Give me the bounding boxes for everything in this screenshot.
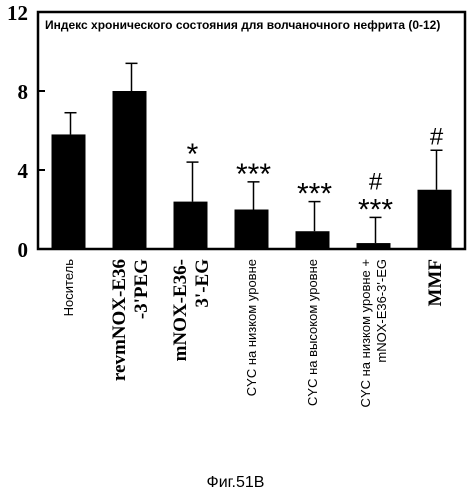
y-tick-label: 8 bbox=[18, 80, 29, 104]
bar bbox=[173, 201, 208, 249]
category-label: mNOX-E36- 3'-EG bbox=[170, 259, 213, 362]
figure-caption: Фиг.51В bbox=[206, 474, 265, 491]
category-label-line: -3'PEG bbox=[131, 259, 152, 319]
significance-annotation: *** bbox=[358, 193, 393, 226]
category-label-line: revmNOX-E36 bbox=[109, 259, 130, 381]
hash-annotation: # bbox=[369, 168, 383, 195]
significance-annotation: * bbox=[187, 138, 199, 171]
category-label-line: CYC на низком уровне bbox=[244, 259, 259, 396]
category-label-line: CYC на высоком уровне bbox=[305, 259, 320, 406]
y-tick-label: 0 bbox=[18, 238, 29, 262]
category-label-line: mNOX-E36-3'-EG bbox=[374, 259, 389, 363]
chart-title: Индекс хронического состояния для волчан… bbox=[45, 18, 440, 32]
bar bbox=[417, 189, 452, 249]
category-label-line: Носитель bbox=[61, 259, 76, 317]
category-label-line: MMF bbox=[425, 259, 446, 306]
y-tick-label: 4 bbox=[18, 159, 29, 183]
bar bbox=[356, 243, 391, 249]
category-label-line: mNOX-E36- bbox=[170, 259, 191, 361]
category-label: MMF bbox=[425, 259, 446, 306]
bar bbox=[234, 209, 269, 249]
hash-annotation: # bbox=[430, 123, 444, 150]
category-label: CYC на низком уровне + mNOX-E36-3'-EG bbox=[358, 259, 389, 407]
significance-annotation: *** bbox=[297, 178, 332, 211]
category-label: CYC на высоком уровне bbox=[305, 259, 320, 406]
category-label: revmNOX-E36 -3'PEG bbox=[109, 259, 152, 381]
y-tick-label: 12 bbox=[7, 1, 28, 25]
bar bbox=[112, 91, 147, 249]
bar bbox=[295, 231, 330, 249]
category-label: CYC на низком уровне bbox=[244, 259, 259, 396]
category-label-line: CYC на низком уровне + bbox=[358, 259, 373, 407]
significance-annotation: *** bbox=[236, 158, 271, 191]
bar bbox=[51, 134, 86, 249]
category-label: Носитель bbox=[61, 259, 76, 317]
category-label-line: 3'-EG bbox=[192, 259, 213, 308]
